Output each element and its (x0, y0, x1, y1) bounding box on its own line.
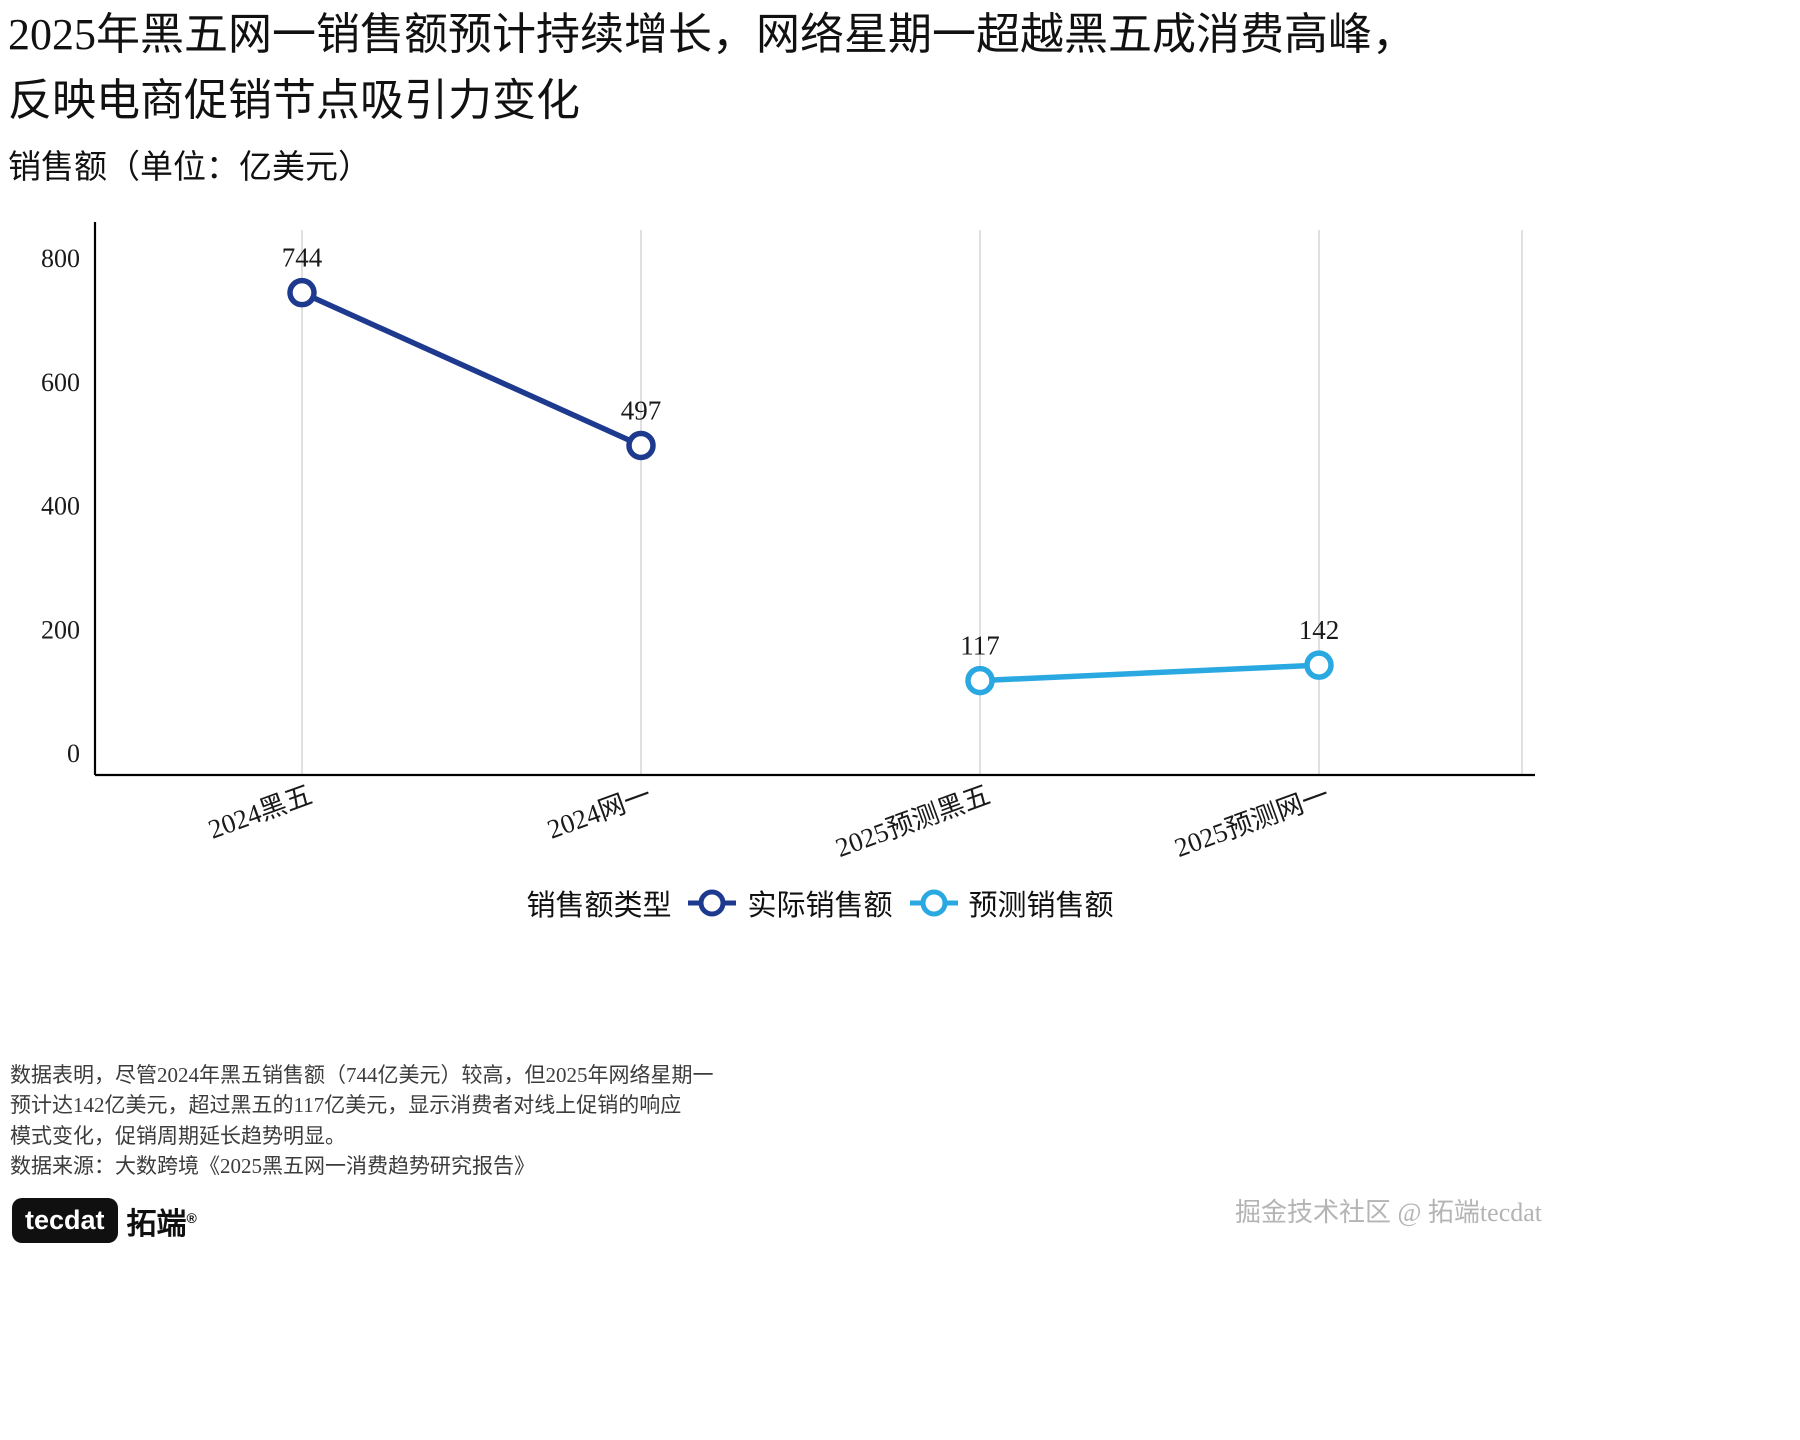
watermark: 掘金技术社区 @ 拓端tecdat (1234, 1198, 1542, 1227)
legend-key-forecast-icon (909, 889, 958, 917)
tecdat-logo-badge: tecdat (12, 1198, 118, 1243)
chart-subtitle: 销售额（单位：亿美元） (8, 150, 371, 186)
x-tick-label: 2025预测黑五 (832, 779, 994, 863)
y-tick-label: 0 (67, 739, 80, 768)
data-point-marker (287, 277, 317, 308)
tecdat-logo: tecdat 拓端® (12, 1198, 197, 1243)
series-line (979, 662, 1320, 684)
y-tick-label: 600 (41, 368, 80, 397)
caption-line-4: 数据来源：大数跨境《2025黑五网一消费趋势研究报告》 (10, 1154, 535, 1179)
x-tick-label: 2025预测网一 (1171, 779, 1333, 863)
tecdat-logo-brand: 拓端® (127, 1199, 197, 1243)
y-tick-label: 800 (41, 244, 80, 273)
legend: 销售额类型 实际销售额 预测销售额 (0, 882, 1720, 924)
legend-item-forecast: 预测销售额 (909, 882, 1114, 924)
chart-title-line1: 2025年黑五网一销售额预计持续增长，网络星期一超越黑五成消费高峰， (8, 10, 1416, 59)
legend-key-actual-icon (688, 889, 737, 917)
sales-line-chart-canvas: 0 200 400 600 800 2024黑五 2024网一 2025预测黑五 2025预测网… (41, 222, 1535, 863)
registered-mark: ® (186, 1209, 197, 1226)
y-tick-label: 200 (41, 615, 80, 644)
data-point-label: 142 (1299, 615, 1340, 645)
data-point-marker (1304, 650, 1334, 680)
legend-item-actual: 实际销售额 (687, 882, 893, 924)
data-point-label: 117 (960, 631, 1000, 661)
sales-line-chart: 0 200 400 600 800 2024黑五 2024网一 2025预测黑五 2025预测网… (0, 200, 1800, 900)
data-point-label: 497 (621, 395, 662, 425)
data-point-marker (626, 430, 656, 461)
legend-label-actual: 实际销售额 (747, 890, 893, 922)
caption: 数据表明，尽管2024年黑五销售额（744亿美元）较高，但2025年网络星期一 … (10, 1060, 750, 1182)
legend-title: 销售额类型 (526, 890, 672, 922)
caption-line-1: 数据表明，尽管2024年黑五销售额（744亿美元）较高，但2025年网络星期一 (10, 1063, 714, 1087)
caption-line-2: 预计达142亿美元，超过黑五的117亿美元，显示消费者对线上促销的响应 (10, 1093, 682, 1118)
series-line (300, 290, 643, 448)
y-tick-label: 400 (41, 492, 80, 521)
chart-title-line2: 反映电商促销节点吸引力变化 (8, 76, 580, 125)
tecdat-logo-brand-text: 拓端 (126, 1207, 187, 1241)
x-tick-label: 2024黑五 (204, 779, 316, 844)
legend-label-forecast: 预测销售额 (968, 890, 1114, 922)
chart-title: 2025年黑五网一销售额预计持续增长，网络星期一超越黑五成消费高峰， 反映电商促… (8, 2, 1628, 134)
data-point-marker (965, 665, 995, 696)
caption-line-3: 模式变化，促销周期延长趋势明显。 (10, 1123, 346, 1148)
data-point-label: 744 (282, 243, 323, 273)
x-tick-label: 2024网一 (543, 779, 655, 844)
